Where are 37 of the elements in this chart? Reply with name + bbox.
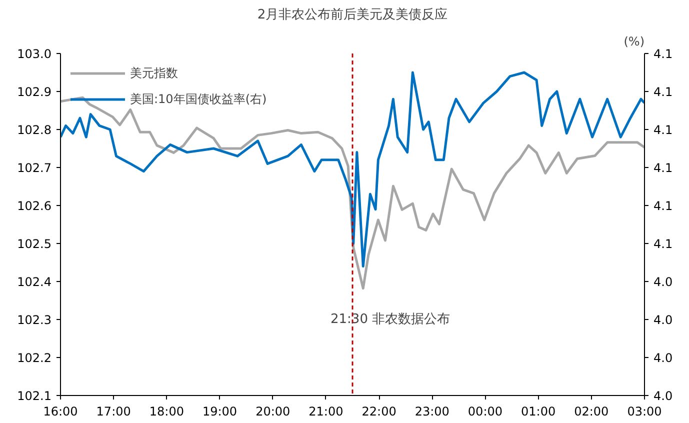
y-tick-label: 102.2 <box>17 351 52 365</box>
y2-tick-label: 4.0 <box>654 389 673 403</box>
x-tick-label: 18:00 <box>149 404 184 418</box>
x-tick-label: 19:00 <box>202 404 238 418</box>
y-tick-label: 102.9 <box>17 85 52 99</box>
x-tick-label: 20:00 <box>256 404 290 418</box>
y2-tick-label: 4.1 <box>654 199 673 213</box>
x-tick-label: 02:00 <box>574 404 609 418</box>
y2-tick-label: 4.0 <box>654 351 673 365</box>
y-tick-label: 102.4 <box>17 275 52 289</box>
y2-tick-label: 4.1 <box>654 237 673 251</box>
y-tick-label: 103.0 <box>17 47 52 61</box>
y2-tick-label: 4.0 <box>654 275 673 289</box>
y2-tick-label: 4.1 <box>654 161 673 175</box>
x-tick-label: 16:00 <box>43 404 78 418</box>
y-tick-label: 102.7 <box>17 161 52 175</box>
y-tick-label: 102.3 <box>17 313 52 327</box>
y-tick-label: 102.5 <box>17 237 52 251</box>
y-tick-label: 102.8 <box>17 123 52 137</box>
y2-axis-title: (%) <box>624 34 644 48</box>
x-tick-label: 01:00 <box>521 404 556 418</box>
legend-label: 美国:10年国债收益率(右) <box>130 90 267 108</box>
x-tick-label: 22:00 <box>362 404 396 418</box>
x-tick-label: 23:00 <box>414 404 450 418</box>
legend-label: 美元指数 <box>130 64 178 82</box>
x-tick-label: 21:00 <box>308 404 344 418</box>
x-tick-label: 03:00 <box>627 404 662 418</box>
y2-tick-label: 4.1 <box>654 47 673 61</box>
y2-tick-label: 4.0 <box>654 313 673 327</box>
x-tick-label: 17:00 <box>96 404 131 418</box>
y2-tick-label: 4.1 <box>654 85 673 99</box>
ref-line-label: 21:30 非农数据公布 <box>330 312 450 328</box>
x-tick-label: 00:00 <box>468 404 503 418</box>
chart-title: 2月非农公布前后美元及美债反应 <box>257 6 448 22</box>
y2-tick-label: 4.1 <box>654 123 673 137</box>
y-tick-label: 102.6 <box>17 199 52 213</box>
y-tick-label: 102.1 <box>17 389 52 403</box>
